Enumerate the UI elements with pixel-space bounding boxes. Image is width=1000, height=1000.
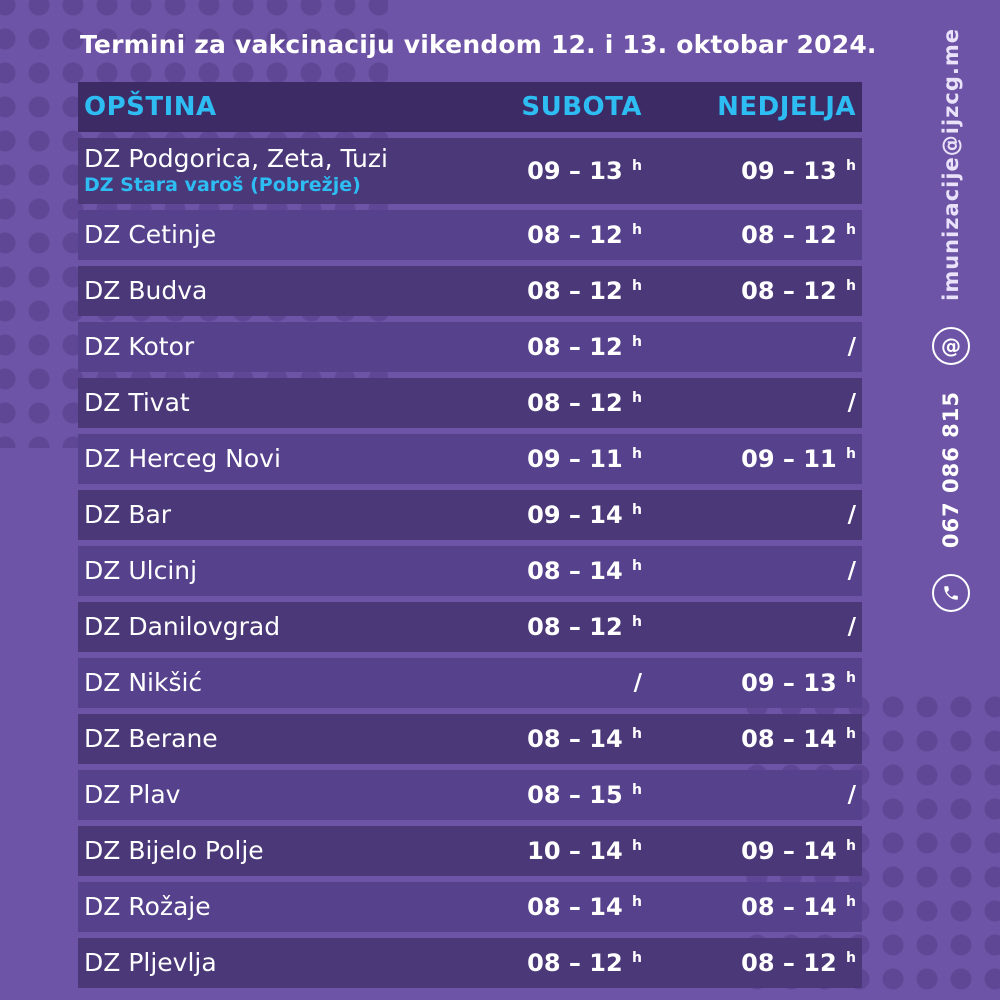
row-municipality: DZ Podgorica, Zeta, Tuzi bbox=[84, 144, 388, 174]
row-saturday-time: 09 – 13 h bbox=[527, 157, 642, 185]
row-municipality: DZ Ulcinj bbox=[84, 556, 198, 585]
at-glyph: @ bbox=[941, 333, 961, 358]
row-municipality-cell: DZ Berane bbox=[78, 725, 474, 753]
row-saturday-time: 08 – 12 h bbox=[527, 613, 642, 641]
table-row: DZ Cetinje 08 – 12 h 08 – 12 h bbox=[78, 210, 862, 260]
table-row: DZ Tivat 08 – 12 h / bbox=[78, 378, 862, 428]
row-municipality: DZ Tivat bbox=[84, 388, 190, 417]
row-municipality: DZ Herceg Novi bbox=[84, 444, 281, 473]
table-row: DZ Plav 08 – 15 h / bbox=[78, 770, 862, 820]
row-municipality-cell: DZ Bijelo Polje bbox=[78, 837, 474, 865]
row-saturday-time: 08 – 14 h bbox=[527, 725, 642, 753]
row-municipality: DZ Kotor bbox=[84, 332, 195, 361]
header-saturday: SUBOTA bbox=[521, 92, 642, 122]
row-sunday-time: / bbox=[847, 614, 856, 640]
row-municipality-cell: DZ Herceg Novi bbox=[78, 445, 474, 473]
table-row: DZ Nikšić / 09 – 13 h bbox=[78, 658, 862, 708]
phone-glyph bbox=[944, 586, 958, 600]
table-row: DZ Pljevlja 08 – 12 h 08 – 12 h bbox=[78, 938, 862, 988]
row-municipality: DZ Cetinje bbox=[84, 220, 217, 249]
row-municipality-cell: DZ Bar bbox=[78, 501, 474, 529]
row-sunday-time: 08 – 14 h bbox=[741, 893, 856, 921]
row-saturday-time: 08 – 12 h bbox=[527, 333, 642, 361]
row-saturday-time: 08 – 14 h bbox=[527, 893, 642, 921]
row-municipality-cell: DZ Tivat bbox=[78, 389, 474, 417]
row-sunday-time: 08 – 12 h bbox=[741, 949, 856, 977]
row-municipality: DZ Bar bbox=[84, 500, 172, 529]
header-municipality: OPŠTINA bbox=[84, 92, 217, 122]
table-row: DZ Rožaje 08 – 14 h 08 – 14 h bbox=[78, 882, 862, 932]
row-municipality-cell: DZ Plav bbox=[78, 781, 474, 809]
row-municipality: DZ Nikšić bbox=[84, 668, 203, 697]
title-regular: Termini za vakcinaciju vikendom bbox=[80, 30, 551, 59]
row-municipality: DZ Plav bbox=[84, 780, 181, 809]
at-icon: @ bbox=[932, 326, 970, 365]
page-title: Termini za vakcinaciju vikendom 12. i 13… bbox=[80, 30, 877, 59]
row-municipality-cell: DZ Cetinje bbox=[78, 221, 474, 249]
row-saturday-time: 10 – 14 h bbox=[527, 837, 642, 865]
table-rows: DZ Podgorica, Zeta, Tuzi DZ Stara varoš … bbox=[78, 138, 862, 988]
row-municipality: DZ Bijelo Polje bbox=[84, 836, 264, 865]
row-saturday-time: 08 – 12 h bbox=[527, 389, 642, 417]
row-sunday-time: 09 – 13 h bbox=[741, 669, 856, 697]
row-sunday-time: / bbox=[847, 558, 856, 584]
table-row: DZ Bijelo Polje 10 – 14 h 09 – 14 h bbox=[78, 826, 862, 876]
row-municipality-cell: DZ Danilovgrad bbox=[78, 613, 474, 641]
row-saturday-time: 08 – 15 h bbox=[527, 781, 642, 809]
row-sunday-time: / bbox=[847, 390, 856, 416]
title-date: 12. i 13. oktobar 2024. bbox=[550, 30, 877, 59]
contact-email: imunizacije@ijzcg.me bbox=[939, 28, 963, 301]
row-saturday-time: / bbox=[633, 670, 642, 696]
row-municipality-cell: DZ Podgorica, Zeta, Tuzi DZ Stara varoš … bbox=[78, 145, 474, 196]
row-municipality: DZ Rožaje bbox=[84, 892, 211, 921]
row-municipality: DZ Berane bbox=[84, 724, 218, 753]
row-municipality-cell: DZ Rožaje bbox=[78, 893, 474, 921]
header-sunday: NEDJELJA bbox=[717, 92, 856, 122]
row-sunday-time: / bbox=[847, 782, 856, 808]
row-sunday-time: 08 – 14 h bbox=[741, 725, 856, 753]
row-sunday-time: 08 – 12 h bbox=[741, 277, 856, 305]
row-municipality-cell: DZ Kotor bbox=[78, 333, 474, 361]
table-row: DZ Kotor 08 – 12 h / bbox=[78, 322, 862, 372]
row-saturday-time: 08 – 12 h bbox=[527, 221, 642, 249]
table-row: DZ Berane 08 – 14 h 08 – 14 h bbox=[78, 714, 862, 764]
row-saturday-time: 09 – 11 h bbox=[527, 445, 642, 473]
contact-sidebar: imunizacije@ijzcg.me @ 067 086 815 bbox=[922, 0, 980, 1000]
row-municipality-cell: DZ Ulcinj bbox=[78, 557, 474, 585]
phone-icon bbox=[932, 574, 970, 613]
row-saturday-time: 09 – 14 h bbox=[527, 501, 642, 529]
row-sunday-time: 08 – 12 h bbox=[741, 221, 856, 249]
row-municipality: DZ Pljevlja bbox=[84, 948, 217, 977]
row-municipality-sub: DZ Stara varoš (Pobrežje) bbox=[84, 174, 361, 197]
row-municipality-cell: DZ Budva bbox=[78, 277, 474, 305]
table-row: DZ Budva 08 – 12 h 08 – 12 h bbox=[78, 266, 862, 316]
contact-phone: 067 086 815 bbox=[939, 390, 963, 549]
row-saturday-time: 08 – 14 h bbox=[527, 557, 642, 585]
row-municipality-cell: DZ Pljevlja bbox=[78, 949, 474, 977]
table-row: DZ Bar 09 – 14 h / bbox=[78, 490, 862, 540]
row-municipality: DZ Budva bbox=[84, 276, 208, 305]
row-municipality: DZ Danilovgrad bbox=[84, 612, 281, 641]
table-row: DZ Herceg Novi 09 – 11 h 09 – 11 h bbox=[78, 434, 862, 484]
row-municipality-cell: DZ Nikšić bbox=[78, 669, 474, 697]
table-header-row: OPŠTINA SUBOTA NEDJELJA bbox=[78, 82, 862, 132]
table-row: DZ Danilovgrad 08 – 12 h / bbox=[78, 602, 862, 652]
table-row: DZ Ulcinj 08 – 14 h / bbox=[78, 546, 862, 596]
table-row: DZ Podgorica, Zeta, Tuzi DZ Stara varoš … bbox=[78, 138, 862, 204]
row-sunday-time: 09 – 14 h bbox=[741, 837, 856, 865]
row-sunday-time: / bbox=[847, 502, 856, 528]
vaccination-schedule-table: OPŠTINA SUBOTA NEDJELJA DZ Podgorica, Ze… bbox=[78, 82, 862, 994]
row-saturday-time: 08 – 12 h bbox=[527, 277, 642, 305]
row-sunday-time: 09 – 11 h bbox=[741, 445, 856, 473]
row-saturday-time: 08 – 12 h bbox=[527, 949, 642, 977]
row-sunday-time: / bbox=[847, 334, 856, 360]
row-sunday-time: 09 – 13 h bbox=[741, 157, 856, 185]
